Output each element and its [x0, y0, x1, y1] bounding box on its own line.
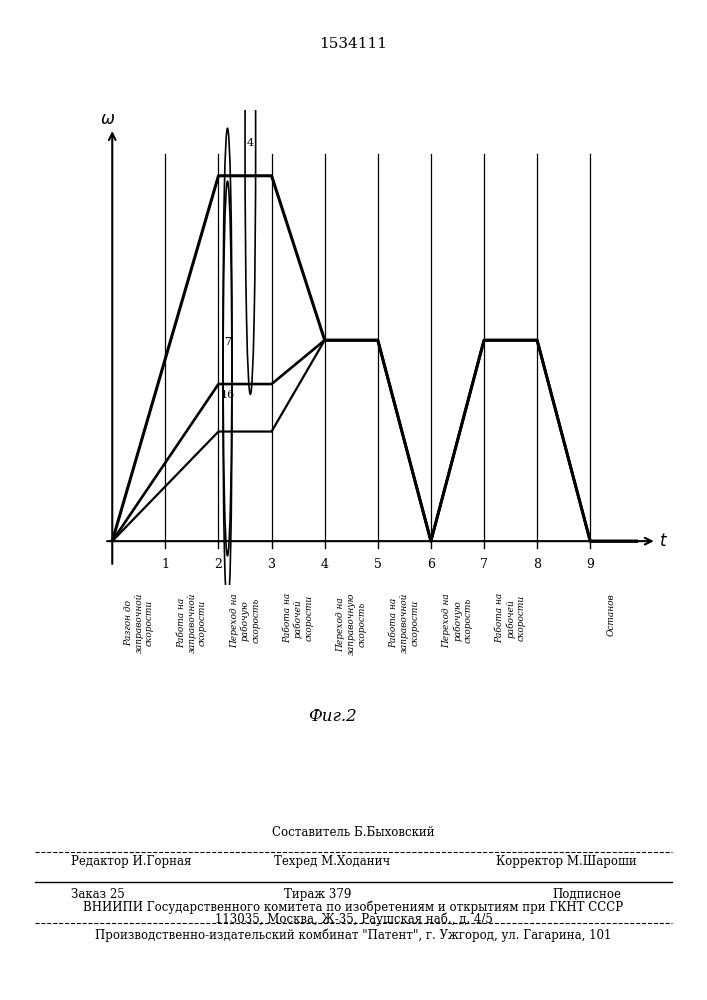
Text: 9: 9 — [586, 558, 594, 571]
Text: Разгон до
заправочной
скорости: Разгон до заправочной скорости — [124, 593, 153, 653]
Text: Редактор И.Горная: Редактор И.Горная — [71, 856, 191, 868]
Text: Техред М.Ходанич: Техред М.Ходанич — [274, 856, 390, 868]
Text: Переход на
рабочую
скорость: Переход на рабочую скорость — [443, 593, 473, 648]
Text: Работа на
заправочной
скорости: Работа на заправочной скорости — [390, 593, 419, 653]
Text: 1534111: 1534111 — [320, 37, 387, 51]
Text: Работа на
заправочной
скорости: Работа на заправочной скорости — [177, 593, 207, 653]
Text: Работа на
рабочей
скорости: Работа на рабочей скорости — [496, 593, 526, 643]
Text: Подписное: Подписное — [552, 888, 621, 901]
Text: Производственно-издательский комбинат "Патент", г. Ужгород, ул. Гагарина, 101: Производственно-издательский комбинат "П… — [95, 928, 612, 942]
Text: 4: 4 — [321, 558, 329, 571]
Text: 2: 2 — [214, 558, 223, 571]
Text: Составитель Б.Быховский: Составитель Б.Быховский — [272, 826, 435, 839]
Text: 7: 7 — [480, 558, 488, 571]
Text: t: t — [660, 532, 667, 550]
Text: 3: 3 — [267, 558, 276, 571]
Text: 16: 16 — [221, 390, 235, 400]
Text: Работа на
рабочей
скорости: Работа на рабочей скорости — [283, 593, 313, 643]
Text: 4: 4 — [247, 138, 254, 148]
Text: Переход на
заправочную
скорость: Переход на заправочную скорость — [337, 593, 366, 655]
Text: 1: 1 — [161, 558, 170, 571]
Text: 5: 5 — [374, 558, 382, 571]
Text: 6: 6 — [427, 558, 435, 571]
Text: Останов: Останов — [607, 593, 616, 636]
Text: Тираж 379: Тираж 379 — [284, 888, 352, 901]
Text: ВНИИПИ Государственного комитета по изобретениям и открытиям при ГКНТ СССР: ВНИИПИ Государственного комитета по изоб… — [83, 901, 624, 914]
Text: Корректор М.Шароши: Корректор М.Шароши — [496, 856, 636, 868]
Text: 113035, Москва, Ж-35, Раушская наб., д. 4/5: 113035, Москва, Ж-35, Раушская наб., д. … — [214, 913, 493, 926]
Text: 8: 8 — [533, 558, 541, 571]
Text: Фиг.2: Фиг.2 — [308, 708, 356, 725]
Text: ω: ω — [101, 110, 115, 128]
Text: 7: 7 — [224, 337, 231, 347]
Text: Заказ 25: Заказ 25 — [71, 888, 124, 901]
Text: Переход на
рабочую
скорость: Переход на рабочую скорость — [230, 593, 260, 648]
